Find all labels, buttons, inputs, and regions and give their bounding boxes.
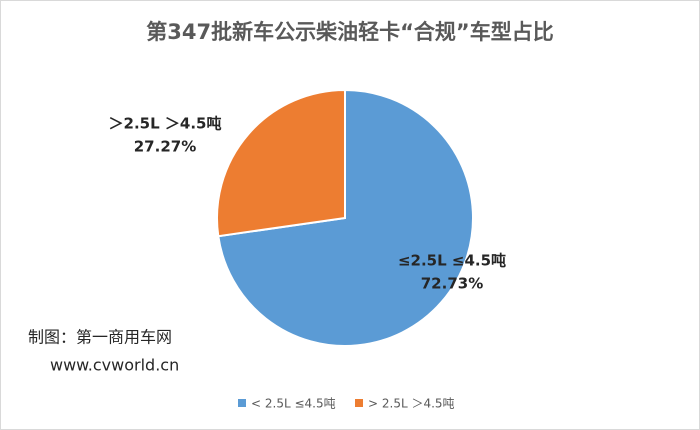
chart-title: 第347批新车公示柴油轻卡“合规”车型占比 bbox=[146, 20, 553, 44]
legend-swatch bbox=[355, 399, 363, 407]
legend-swatch bbox=[238, 399, 246, 407]
annotation: 制图：第一商用车网 bbox=[28, 328, 172, 347]
legend-label: > 2.5L ＞4.5吨 bbox=[368, 397, 455, 411]
annotation: www.cvworld.cn bbox=[50, 356, 179, 375]
slice-label: ≤2.5L ≤4.5吨 bbox=[398, 252, 506, 270]
value-label: 72.73% bbox=[421, 275, 483, 293]
legend-label: < 2.5L ≤4.5吨 bbox=[251, 397, 336, 411]
pie-slice bbox=[216, 88, 346, 238]
value-label: 27.27% bbox=[134, 138, 196, 156]
slice-label: ＞2.5L ＞4.5吨 bbox=[109, 115, 222, 133]
